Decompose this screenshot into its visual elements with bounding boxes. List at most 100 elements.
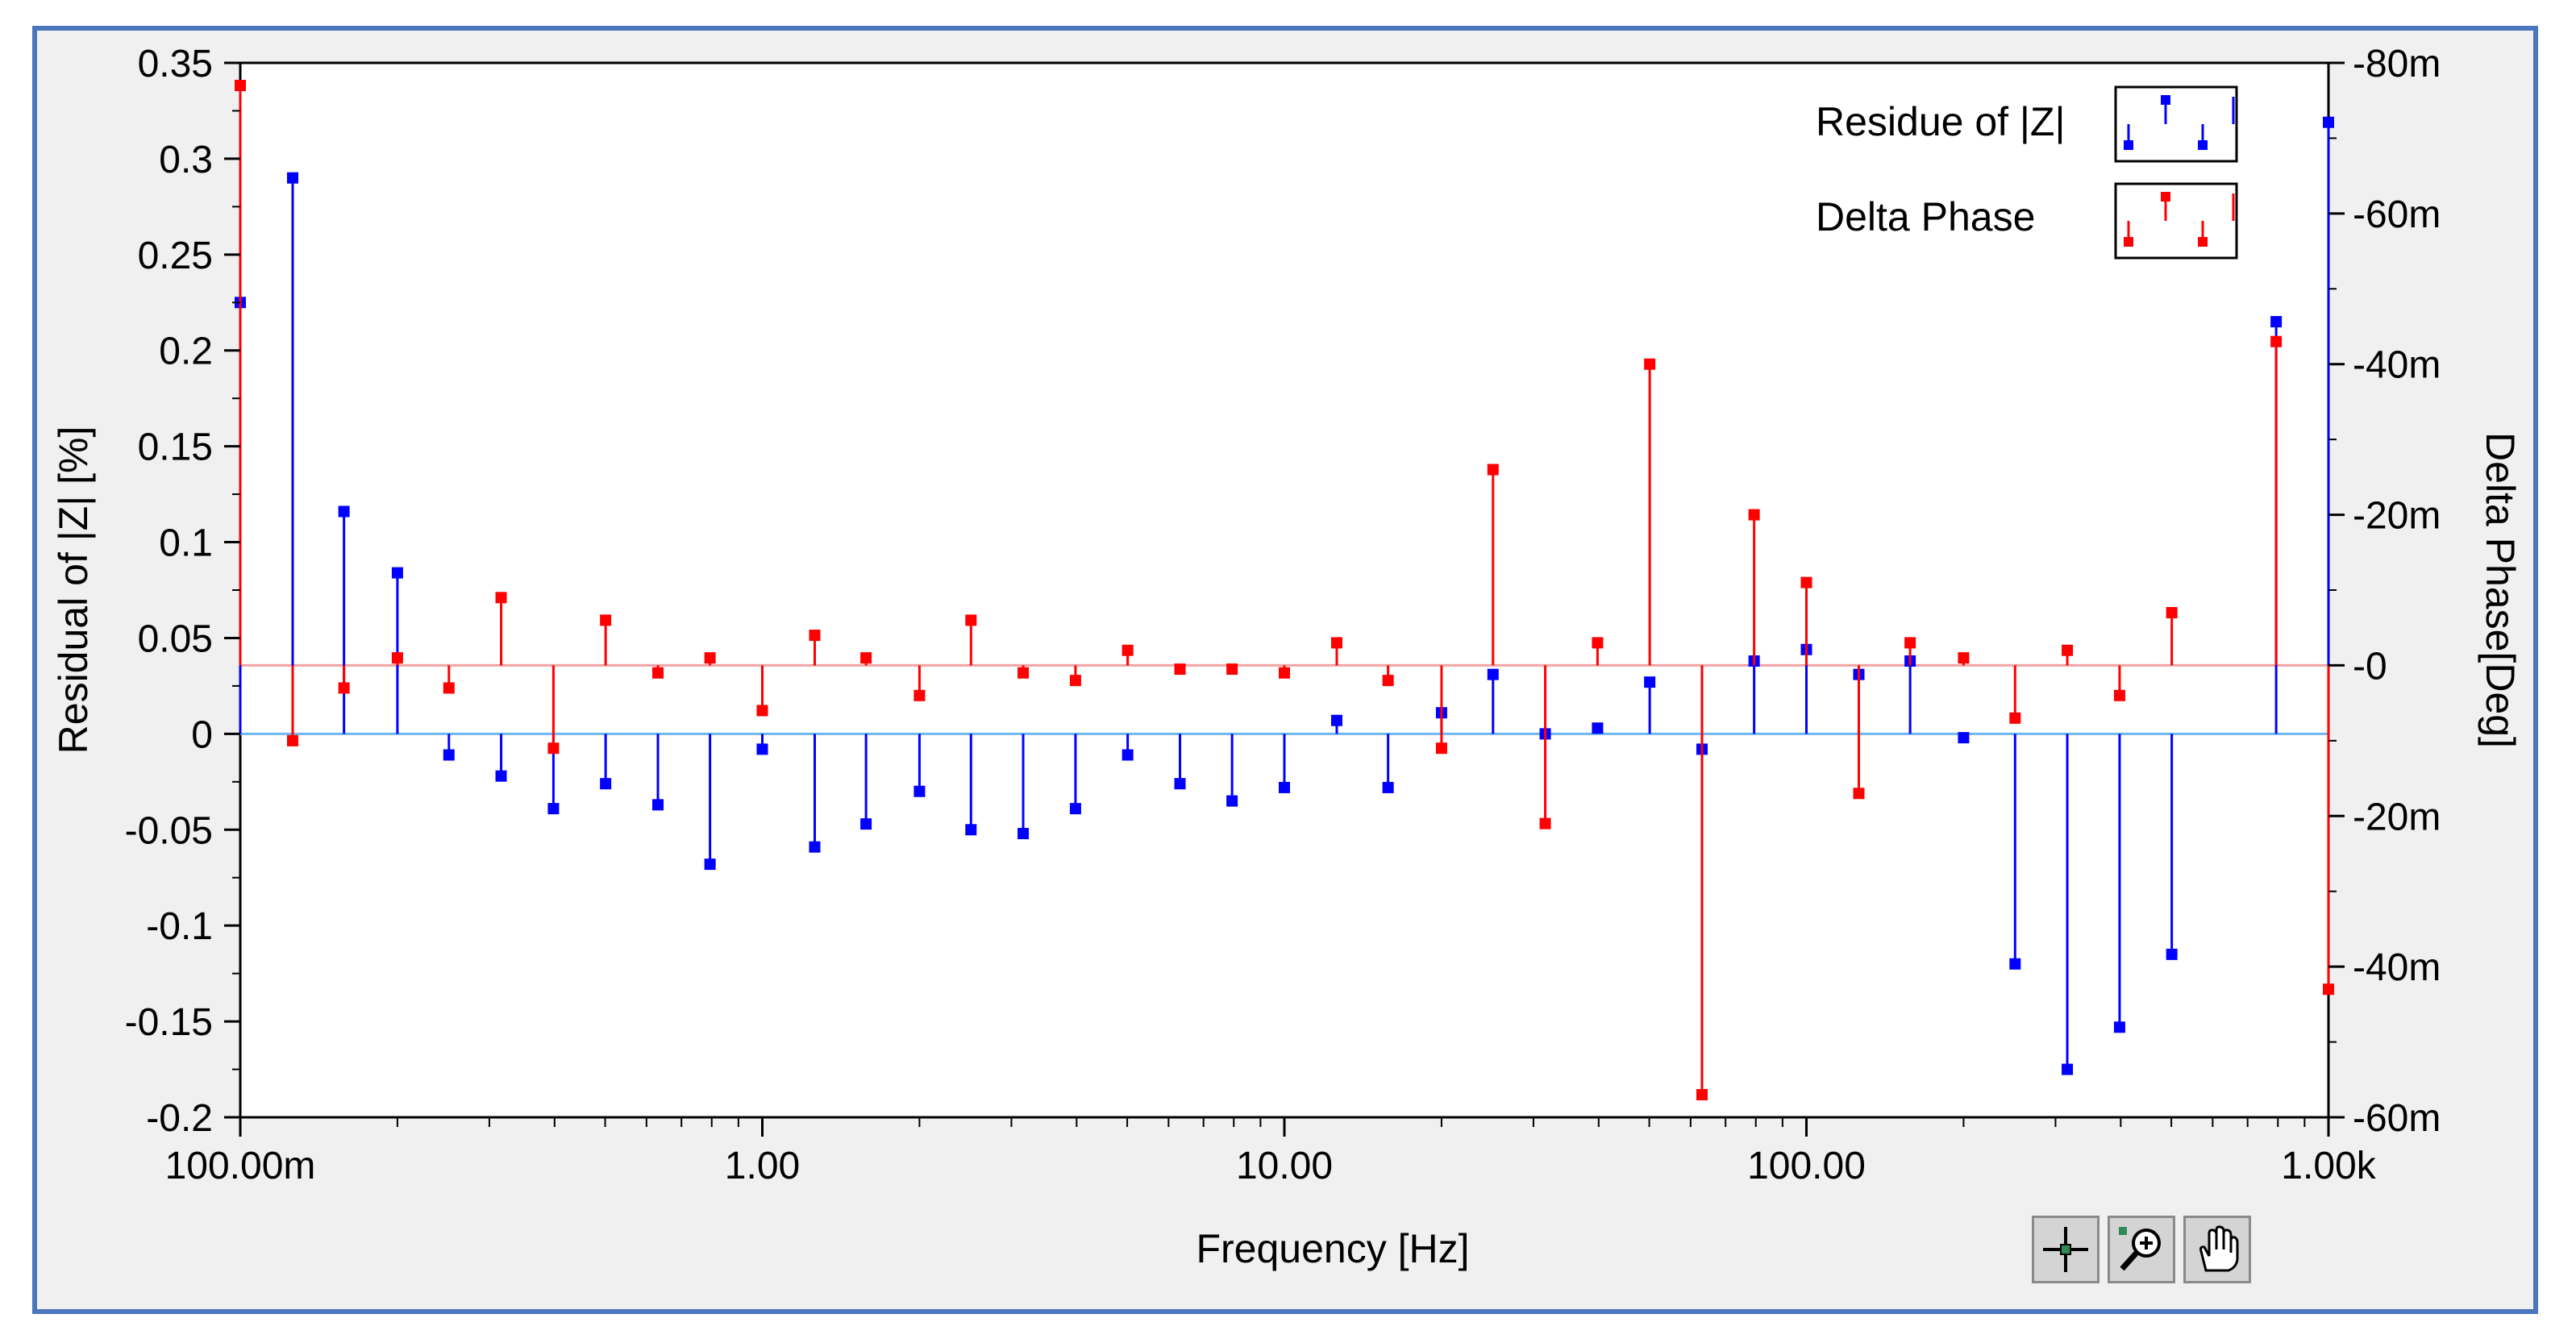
point-delta-phase-26	[1592, 637, 1604, 649]
legend-swatch-delta-phase[interactable]	[2114, 182, 2238, 260]
zoom-tool-button[interactable]	[2108, 1216, 2175, 1283]
legend-stem-icon-delta-phase	[2124, 192, 2235, 247]
point-delta-phase-40	[2323, 983, 2334, 996]
point-residue-3	[391, 567, 403, 579]
legend-point	[2198, 237, 2208, 247]
point-residue-16	[1069, 803, 1081, 815]
point-residue-8	[652, 799, 664, 811]
point-residue-24	[1487, 668, 1499, 680]
y-tick-label-11: -0.2	[146, 1097, 213, 1140]
y-tick-label-2: 0.25	[138, 235, 213, 277]
point-residue-6	[547, 803, 560, 815]
point-residue-4	[443, 749, 455, 761]
y-tick-label-4: 0.15	[138, 426, 213, 469]
y-tick-label-0: 0.35	[138, 43, 213, 85]
point-residue-17	[1122, 749, 1134, 761]
point-residue-21	[1330, 714, 1342, 726]
point-delta-phase-25	[1539, 817, 1551, 830]
point-residue-13	[913, 785, 926, 797]
point-residue-5	[495, 770, 507, 782]
point-residue-18	[1174, 778, 1186, 790]
point-residue-10	[756, 743, 768, 755]
legend-stem-icon-residue	[2124, 95, 2235, 150]
point-delta-phase-27	[1644, 358, 1656, 370]
y-tick-label-7: 0	[191, 713, 213, 756]
point-delta-phase-7	[600, 614, 612, 626]
y2-axis-title: Delta Phase[Deg]	[2478, 432, 2523, 748]
legend-point	[2161, 95, 2170, 105]
point-residue-20	[1279, 781, 1290, 793]
point-residue-33	[1958, 732, 1970, 744]
point-residue-19	[1226, 795, 1238, 807]
x-tick-label-1: 1.00	[725, 1145, 800, 1187]
y2-tick-label-6: -40m	[2353, 946, 2441, 989]
point-delta-phase-15	[1017, 667, 1030, 679]
y-tick-label-8: -0.05	[125, 809, 213, 852]
legend-point	[2124, 237, 2133, 247]
point-delta-phase-20	[1279, 667, 1290, 679]
point-delta-phase-34	[2009, 712, 2021, 724]
point-delta-phase-14	[965, 614, 977, 626]
y2-tick-label-3: -20m	[2353, 495, 2441, 538]
x-tick-label-0: 100.00m	[165, 1145, 316, 1187]
point-residue-11	[809, 841, 821, 853]
point-delta-phase-6	[547, 742, 560, 755]
point-delta-phase-4	[443, 682, 455, 694]
legend-label-residue: Residue of |Z|	[1816, 99, 2065, 144]
point-delta-phase-1	[286, 734, 298, 746]
x-tick-label-2: 10.00	[1236, 1145, 1333, 1187]
y2-tick-label-7: -60m	[2353, 1097, 2441, 1140]
y-tick-label-3: 0.2	[159, 331, 213, 373]
point-residue-37	[2166, 948, 2178, 960]
zoom-icon	[2119, 1227, 2161, 1271]
y2-tick-label-2: -40m	[2353, 344, 2441, 387]
point-delta-phase-37	[2166, 607, 2178, 619]
point-residue-2	[338, 505, 350, 518]
point-delta-phase-11	[809, 630, 821, 642]
point-delta-phase-13	[913, 689, 926, 701]
point-delta-phase-32	[1904, 637, 1916, 649]
point-residue-40	[2323, 116, 2334, 128]
point-delta-phase-39	[2270, 335, 2283, 347]
point-residue-39	[2270, 316, 2283, 328]
point-delta-phase-35	[2062, 644, 2074, 656]
y-tick-label-1: 0.3	[159, 139, 213, 181]
point-delta-phase-3	[391, 652, 403, 664]
point-residue-9	[704, 859, 716, 871]
point-residue-26	[1592, 722, 1604, 734]
cursor-tool-button[interactable]	[2032, 1216, 2100, 1283]
legend-point	[2124, 140, 2133, 150]
data-stems	[235, 80, 2334, 1100]
point-delta-phase-22	[1382, 675, 1394, 687]
point-delta-phase-21	[1330, 637, 1342, 649]
pan-hand-icon	[2199, 1225, 2239, 1272]
point-residue-34	[2009, 958, 2021, 970]
point-residue-22	[1382, 781, 1394, 793]
point-delta-phase-36	[2113, 689, 2125, 701]
y-tick-label-5: 0.1	[159, 522, 213, 565]
pan-tool-button[interactable]	[2183, 1216, 2251, 1283]
legend-swatch-residue[interactable]	[2114, 85, 2238, 163]
point-delta-phase-28	[1696, 1088, 1708, 1100]
x-tick-label-3: 100.00	[1747, 1145, 1866, 1187]
legend-point	[2198, 140, 2208, 150]
y2-tick-label-4: -0	[2353, 645, 2387, 688]
point-delta-phase-24	[1487, 464, 1499, 476]
point-residue-27	[1644, 676, 1656, 688]
point-delta-phase-2	[338, 682, 350, 694]
point-residue-12	[860, 818, 872, 830]
y2-tick-label-5: -20m	[2353, 796, 2441, 838]
point-delta-phase-19	[1226, 663, 1238, 676]
cursor-crosshair-icon	[2043, 1227, 2088, 1272]
point-residue-1	[286, 172, 298, 184]
point-delta-phase-0	[235, 80, 246, 92]
point-residue-15	[1017, 828, 1030, 840]
y-tick-label-9: -0.1	[146, 905, 213, 948]
point-delta-phase-23	[1435, 742, 1447, 755]
plot-area[interactable]	[239, 61, 2330, 1119]
point-residue-14	[965, 824, 977, 836]
point-delta-phase-9	[704, 652, 716, 664]
point-delta-phase-18	[1174, 663, 1186, 676]
legend-point	[2161, 192, 2170, 202]
